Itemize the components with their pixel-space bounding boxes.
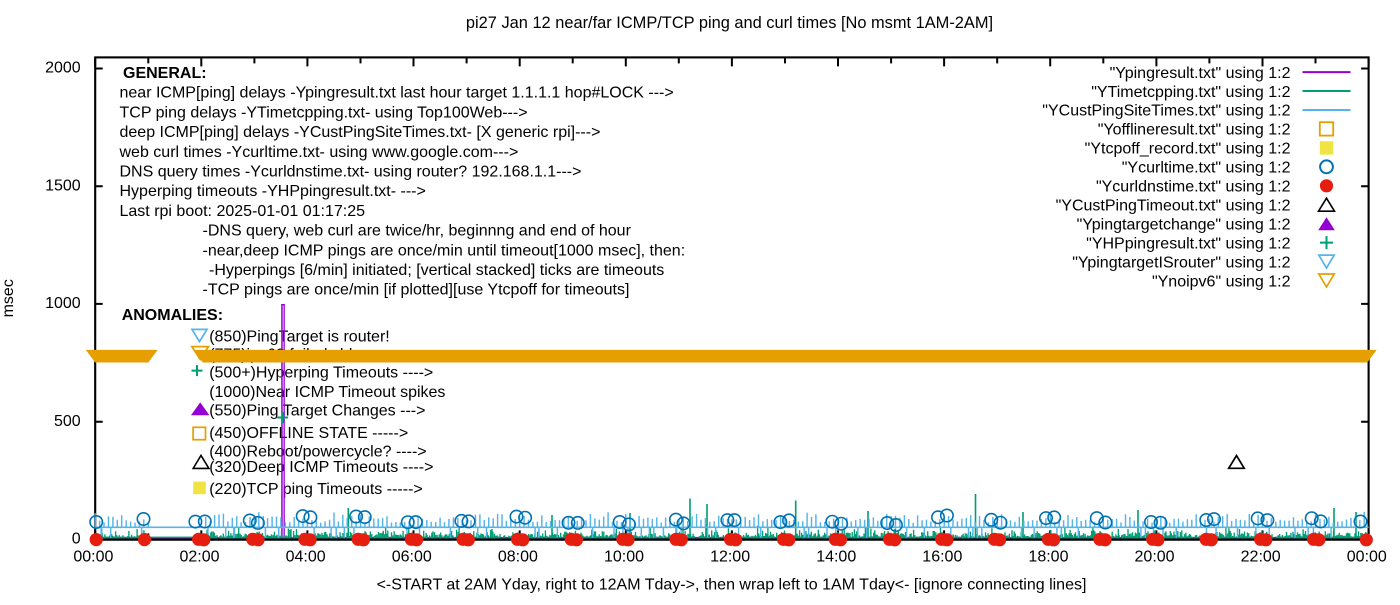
svg-text:(220)TCP ping Timeouts ----->: (220)TCP ping Timeouts -----> — [209, 481, 423, 498]
svg-text:18:00: 18:00 — [1028, 549, 1068, 566]
svg-text:"Ycurltime.txt" using 1:2: "Ycurltime.txt" using 1:2 — [1122, 160, 1291, 177]
svg-text:"Ytcpoff_record.txt" using 1:2: "Ytcpoff_record.txt" using 1:2 — [1085, 141, 1291, 158]
svg-text:"Ypingresult.txt" using 1:2: "Ypingresult.txt" using 1:2 — [1110, 65, 1291, 82]
svg-text:"YCustPingTimeout.txt" using 1: "YCustPingTimeout.txt" using 1:2 — [1056, 197, 1291, 214]
svg-text:06:00: 06:00 — [392, 549, 432, 566]
svg-text:12:00: 12:00 — [710, 549, 750, 566]
svg-text:2000: 2000 — [45, 60, 81, 77]
svg-text:500: 500 — [54, 413, 81, 430]
svg-text:0: 0 — [72, 531, 81, 548]
svg-text:Hyperping timeouts -YHPpingres: Hyperping timeouts -YHPpingresult.txt- -… — [120, 183, 426, 200]
svg-text:TCP ping delays -YTimetcpping.: TCP ping delays -YTimetcpping.txt- using… — [120, 104, 528, 121]
svg-text:ANOMALIES:: ANOMALIES: — [122, 307, 223, 324]
svg-text:-near,deep ICMP pings are once: -near,deep ICMP pings are once/min until… — [203, 242, 686, 259]
svg-text:00:00: 00:00 — [73, 549, 113, 566]
svg-text:"YTimetcpping.txt" using 1:2: "YTimetcpping.txt" using 1:2 — [1091, 84, 1290, 101]
svg-text:(500+)Hyperping Timeouts ---->: (500+)Hyperping Timeouts ----> — [209, 365, 433, 382]
svg-text:02:00: 02:00 — [179, 549, 219, 566]
svg-text:(320)Deep ICMP Timeouts ---->: (320)Deep ICMP Timeouts ----> — [209, 459, 433, 476]
svg-text:(1000)Near ICMP Timeout spikes: (1000)Near ICMP Timeout spikes — [209, 384, 445, 401]
svg-text:"Ycurldnstime.txt" using 1:2: "Ycurldnstime.txt" using 1:2 — [1096, 179, 1291, 196]
svg-text:web curl times -Ycurltime.txt-: web curl times -Ycurltime.txt- using www… — [119, 144, 519, 161]
svg-text:near ICMP[ping] delays -Ypingr: near ICMP[ping] delays -Ypingresult.txt … — [120, 85, 674, 102]
svg-text:1500: 1500 — [45, 177, 81, 194]
svg-text:20:00: 20:00 — [1135, 549, 1175, 566]
svg-text:pi27 Jan 12 near/far ICMP/TCP: pi27 Jan 12 near/far ICMP/TCP ping and c… — [466, 14, 993, 32]
svg-text:GENERAL:: GENERAL: — [123, 65, 207, 82]
svg-text:(550)Ping Target Changes --->: (550)Ping Target Changes ---> — [209, 403, 425, 420]
svg-text:deep ICMP[ping] delays -YCustP: deep ICMP[ping] delays -YCustPingSiteTim… — [120, 124, 601, 141]
svg-text:10:00: 10:00 — [604, 549, 644, 566]
svg-text:14:00: 14:00 — [816, 549, 856, 566]
svg-text:"Ypingtargetchange" using 1:2: "Ypingtargetchange" using 1:2 — [1077, 216, 1291, 233]
svg-text:16:00: 16:00 — [922, 549, 962, 566]
svg-text:Last rpi boot: 2025-01-01 01:1: Last rpi boot: 2025-01-01 01:17:25 — [120, 203, 366, 220]
svg-text:"Yofflineresult.txt" using 1:2: "Yofflineresult.txt" using 1:2 — [1098, 122, 1291, 139]
svg-text:(850)PingTarget is router!: (850)PingTarget is router! — [209, 329, 390, 346]
svg-text:"Ynoipv6" using 1:2: "Ynoipv6" using 1:2 — [1152, 273, 1291, 290]
svg-text:-Hyperpings [6/min] initiated;: -Hyperpings [6/min] initiated; [vertical… — [209, 262, 664, 279]
svg-text:(400)Reboot/powercycle? ---->: (400)Reboot/powercycle? ----> — [209, 443, 426, 460]
svg-text:(450)OFFLINE STATE ----->: (450)OFFLINE STATE -----> — [209, 425, 408, 442]
svg-text:08:00: 08:00 — [498, 549, 538, 566]
svg-text:-TCP pings are once/min [if pl: -TCP pings are once/min [if plotted][use… — [203, 282, 630, 299]
svg-text:1000: 1000 — [45, 295, 81, 312]
svg-text:msec: msec — [0, 279, 17, 317]
svg-text:"YpingtargetISrouter" using 1:: "YpingtargetISrouter" using 1:2 — [1072, 254, 1290, 271]
svg-text:00:00: 00:00 — [1347, 549, 1387, 566]
svg-text:<-START at 2AM Yday, right to: <-START at 2AM Yday, right to 12AM Tday-… — [377, 577, 1087, 594]
svg-text:-DNS query, web curl are twice: -DNS query, web curl are twice/hr, begin… — [203, 223, 632, 240]
svg-text:"YCustPingSiteTimes.txt" using: "YCustPingSiteTimes.txt" using 1:2 — [1042, 103, 1290, 120]
svg-text:"YHPpingresult.txt" using 1:2: "YHPpingresult.txt" using 1:2 — [1086, 235, 1290, 252]
svg-text:22:00: 22:00 — [1241, 549, 1281, 566]
svg-text:DNS query times -Ycurldnstime.: DNS query times -Ycurldnstime.txt- using… — [120, 164, 582, 181]
svg-text:04:00: 04:00 — [286, 549, 326, 566]
